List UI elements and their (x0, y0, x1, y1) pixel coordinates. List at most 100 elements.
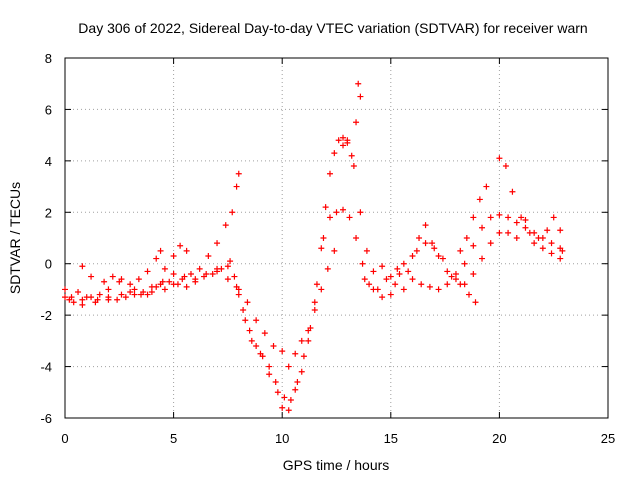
data-point (177, 242, 184, 249)
data-point (311, 307, 318, 313)
data-point (363, 247, 370, 254)
data-point (422, 222, 429, 229)
data-point (357, 93, 364, 100)
data-point (79, 263, 86, 270)
data-point (340, 134, 347, 141)
y-axis-label: SDTVAR / TECUs (7, 182, 23, 294)
data-point (114, 296, 121, 303)
data-point (457, 281, 464, 288)
data-point (518, 214, 525, 221)
data-point (387, 291, 394, 298)
data-point (383, 276, 390, 283)
y-tick-label: 0 (45, 257, 52, 272)
data-point (444, 268, 451, 275)
data-point (92, 299, 99, 306)
data-point (333, 209, 340, 216)
data-point (355, 80, 362, 87)
data-point (135, 276, 142, 283)
data-point (548, 250, 555, 257)
data-point (105, 286, 112, 293)
data-point (253, 317, 260, 324)
data-point (122, 294, 129, 301)
data-point (183, 283, 190, 290)
data-point (326, 170, 333, 177)
data-point (235, 291, 242, 298)
data-point (214, 265, 221, 272)
data-point (170, 253, 177, 259)
data-point (153, 255, 160, 262)
data-point (127, 289, 134, 295)
data-point (279, 404, 286, 411)
data-point (502, 163, 509, 169)
data-point (557, 255, 564, 262)
data-point (192, 276, 199, 283)
data-point (318, 245, 325, 252)
data-point (479, 224, 486, 231)
data-point (522, 224, 529, 231)
data-point (429, 240, 436, 247)
data-point (261, 330, 268, 337)
data-point (140, 289, 147, 295)
data-point (409, 253, 416, 259)
data-point (544, 227, 551, 234)
data-point (448, 273, 455, 280)
data-point (118, 291, 125, 298)
data-point (340, 142, 347, 149)
data-point (559, 247, 566, 254)
data-point (370, 286, 377, 293)
data-point (118, 276, 125, 283)
data-point (366, 281, 373, 288)
data-point (394, 265, 401, 272)
data-point (539, 245, 546, 252)
data-point (183, 247, 190, 254)
data-point (463, 235, 470, 241)
data-point (311, 299, 318, 306)
data-point (161, 265, 168, 272)
data-point (348, 152, 355, 159)
x-axis-label: GPS time / hours (283, 457, 390, 473)
data-point (305, 337, 312, 344)
data-point (313, 281, 320, 288)
data-point (409, 276, 416, 283)
data-point (179, 276, 186, 283)
data-point (88, 294, 95, 301)
data-point (359, 260, 366, 267)
grid (65, 58, 608, 418)
data-point (487, 240, 494, 247)
data-point (161, 286, 168, 293)
data-point (266, 363, 273, 370)
data-point (379, 294, 386, 301)
data-point (144, 291, 151, 298)
data-point (224, 276, 231, 283)
data-point (274, 389, 281, 396)
x-tick-label: 10 (275, 431, 289, 446)
data-point (242, 317, 249, 324)
data-point (305, 327, 312, 334)
data-point (379, 263, 386, 270)
data-point (331, 150, 338, 157)
data-point (340, 206, 347, 213)
data-point (496, 229, 503, 236)
data-point (157, 247, 164, 254)
data-point (431, 245, 438, 252)
data-point (505, 229, 512, 236)
y-axis: -6 -4 -2 0 2 4 6 8 (40, 51, 608, 426)
y-tick-label: 8 (45, 51, 52, 66)
data-point (79, 301, 86, 308)
data-point (266, 371, 273, 378)
data-point (75, 289, 82, 295)
data-point (292, 350, 299, 357)
data-point (240, 307, 247, 313)
x-tick-label: 25 (601, 431, 615, 446)
data-point (487, 214, 494, 221)
data-point (209, 271, 216, 277)
x-tick-label: 20 (492, 431, 506, 446)
data-point (166, 278, 173, 285)
data-point (170, 271, 177, 277)
data-point (357, 209, 364, 216)
data-point (370, 268, 377, 275)
data-point (235, 286, 242, 293)
data-point (148, 289, 155, 295)
data-point (298, 337, 305, 344)
data-point (465, 291, 472, 298)
